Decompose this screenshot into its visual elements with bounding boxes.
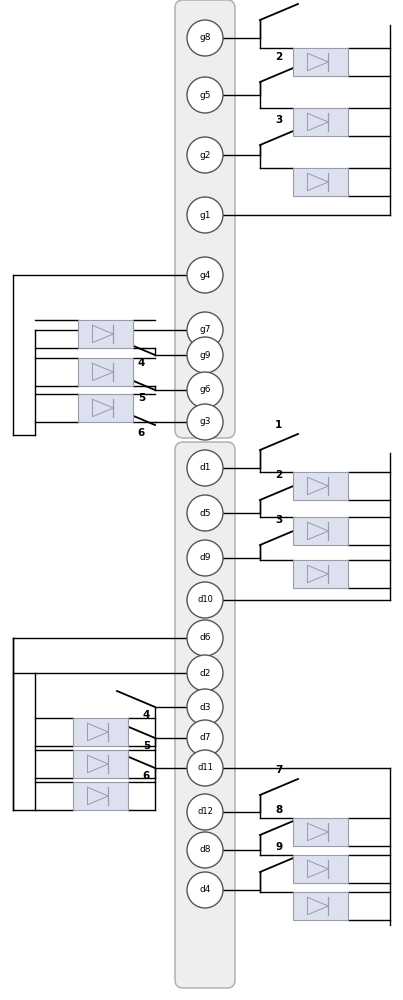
Text: d2: d2	[199, 668, 211, 678]
Text: g5: g5	[199, 91, 211, 100]
Text: g6: g6	[199, 385, 211, 394]
Circle shape	[187, 77, 223, 113]
Text: d11: d11	[197, 764, 213, 772]
Bar	[293, 168, 347, 196]
Text: 6: 6	[138, 428, 145, 438]
Text: g1: g1	[199, 211, 211, 220]
Text: g9: g9	[199, 351, 211, 360]
Text: d9: d9	[199, 554, 211, 562]
Text: d3: d3	[199, 702, 211, 712]
Text: g3: g3	[199, 418, 211, 426]
Circle shape	[187, 372, 223, 408]
Circle shape	[187, 750, 223, 786]
Circle shape	[187, 832, 223, 868]
Bar	[77, 358, 133, 386]
Text: 3: 3	[275, 515, 282, 525]
Text: 7: 7	[275, 765, 283, 775]
Bar	[293, 472, 347, 500]
Circle shape	[187, 794, 223, 830]
Bar	[293, 560, 347, 588]
Circle shape	[187, 582, 223, 618]
Text: 2: 2	[275, 52, 282, 62]
Text: 5: 5	[143, 741, 150, 751]
Text: 4: 4	[143, 710, 150, 720]
Bar	[77, 394, 133, 422]
Circle shape	[187, 257, 223, 293]
Circle shape	[187, 137, 223, 173]
Text: g2: g2	[199, 150, 211, 159]
Text: d12: d12	[197, 808, 213, 816]
Circle shape	[187, 540, 223, 576]
Bar	[293, 517, 347, 545]
Bar	[73, 750, 127, 778]
Circle shape	[187, 337, 223, 373]
Circle shape	[187, 404, 223, 440]
Text: 8: 8	[275, 805, 282, 815]
Text: 3: 3	[275, 115, 282, 125]
Circle shape	[187, 720, 223, 756]
Bar	[293, 818, 347, 846]
Text: 2: 2	[275, 470, 282, 480]
Text: 1: 1	[275, 420, 282, 430]
Circle shape	[187, 312, 223, 348]
FancyBboxPatch shape	[175, 0, 235, 438]
Text: d6: d6	[199, 634, 211, 643]
Circle shape	[187, 689, 223, 725]
Bar	[293, 48, 347, 76]
Text: 4: 4	[138, 358, 145, 368]
Circle shape	[187, 450, 223, 486]
Text: g4: g4	[199, 270, 211, 279]
Text: d5: d5	[199, 508, 211, 518]
Text: g7: g7	[199, 326, 211, 334]
Circle shape	[187, 655, 223, 691]
Circle shape	[187, 495, 223, 531]
Text: 6: 6	[143, 771, 150, 781]
Circle shape	[187, 20, 223, 56]
Text: d7: d7	[199, 734, 211, 742]
Bar	[293, 855, 347, 883]
Circle shape	[187, 620, 223, 656]
Text: d4: d4	[199, 886, 211, 894]
Bar	[73, 718, 127, 746]
Text: g8: g8	[199, 33, 211, 42]
Text: 9: 9	[275, 842, 282, 852]
Bar	[77, 320, 133, 348]
Text: 5: 5	[138, 393, 145, 403]
Circle shape	[187, 872, 223, 908]
Text: d1: d1	[199, 464, 211, 473]
Text: d8: d8	[199, 846, 211, 854]
FancyBboxPatch shape	[175, 442, 235, 988]
Text: d10: d10	[197, 595, 213, 604]
Bar	[293, 108, 347, 136]
Bar	[73, 782, 127, 810]
Circle shape	[187, 197, 223, 233]
Bar	[293, 892, 347, 920]
